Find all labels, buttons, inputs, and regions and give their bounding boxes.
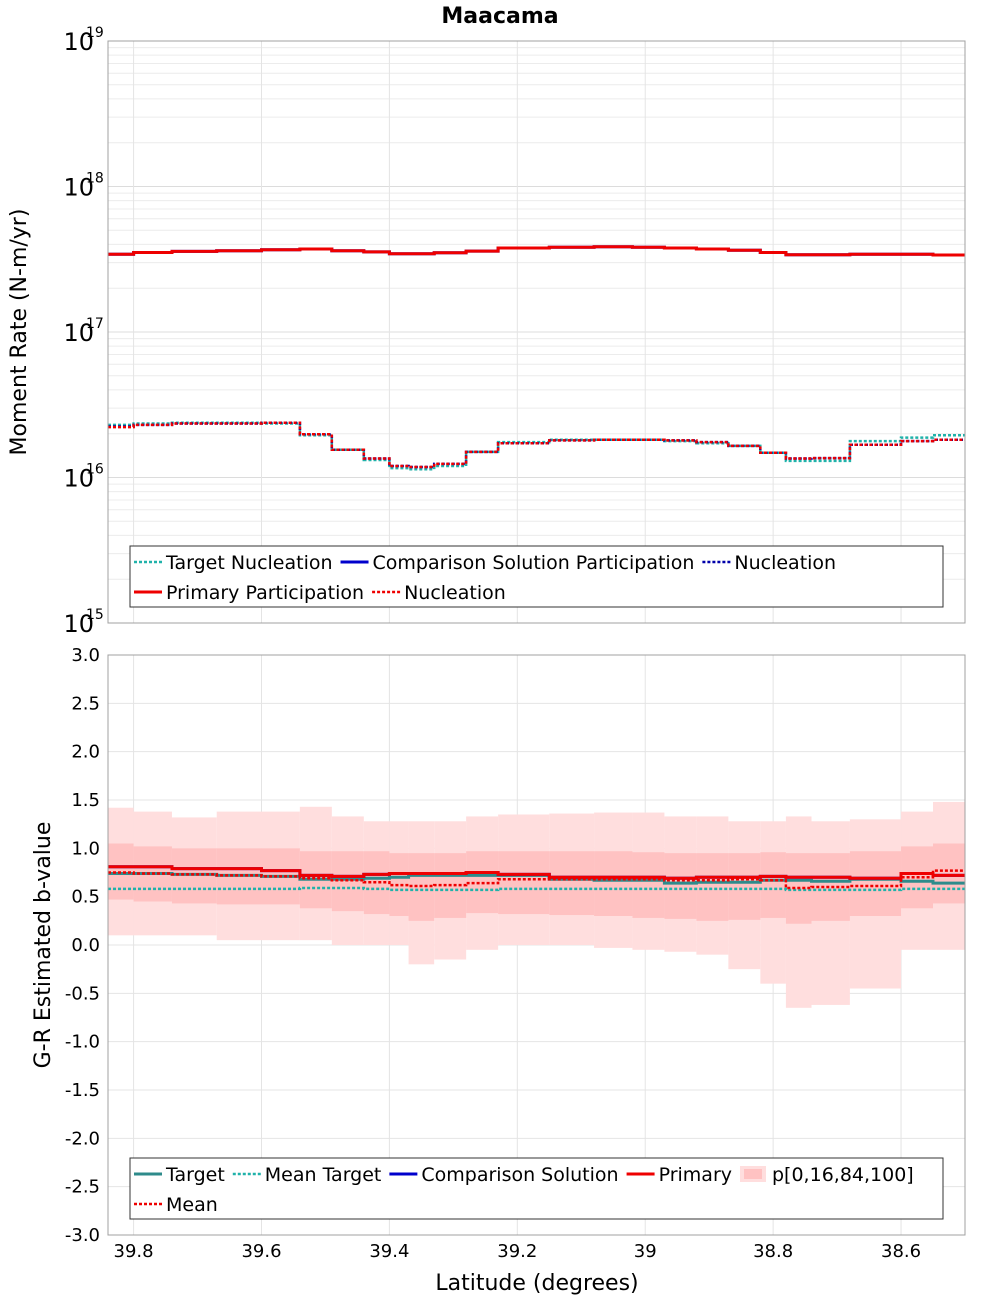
y-tick-exponent: 17 <box>86 316 104 332</box>
x-tick-label: 39.4 <box>369 1241 409 1262</box>
bottom-y-axis-label: G-R Estimated b-value <box>31 822 56 1069</box>
y-tick-label: 2.0 <box>71 742 100 763</box>
x-tick-label: 38.6 <box>881 1241 921 1262</box>
series-primary <box>108 865 965 880</box>
series-primary-participation <box>108 245 965 257</box>
inner-band-bin <box>549 851 595 916</box>
inner-band-bin <box>389 853 409 916</box>
y-tick-exponent: 15 <box>86 607 104 623</box>
inner-band-bin <box>933 843 965 904</box>
legend-box <box>129 1157 944 1220</box>
y-tick-label: 1.5 <box>71 790 100 811</box>
legend-label: Primary <box>659 1164 732 1186</box>
inner-band-bin <box>632 852 665 918</box>
b-value-panel: 3.0 2.5 2.0 1.5 1.0 0.5 0.0 -0.5 -1.0 -1.5 -2.0 -2.… <box>65 645 966 1262</box>
y-tick-label: -2.0 <box>65 1128 100 1149</box>
inner-band-bin <box>594 851 633 916</box>
y-tick-label: 10 <box>63 610 94 638</box>
legend-label: p[0,16,84,100] <box>772 1164 914 1186</box>
y-tick-label: 2.5 <box>71 693 100 714</box>
y-tick-labels: 3.0 2.5 2.0 1.5 1.0 0.5 0.0 -0.5 -1.0 -1.5 -2.0 -2.… <box>65 645 100 1246</box>
inner-band-bin <box>760 852 786 918</box>
inner-band-bin <box>664 853 697 919</box>
series-lines <box>108 865 965 892</box>
y-tick-label: 10 <box>63 174 94 202</box>
y-tick-label: -0.5 <box>65 983 100 1004</box>
y-tick-label: -1.0 <box>65 1032 100 1053</box>
series-lines <box>108 245 965 471</box>
inner-band-bin <box>728 853 761 920</box>
legend-label: Primary Participation <box>166 582 364 604</box>
legend: Target Mean Target Comparison Solution Prim… <box>129 1157 944 1220</box>
plot-frame <box>107 654 966 1236</box>
y-tick-exponent: 16 <box>86 462 104 478</box>
x-tick-labels: 39.8 39.6 39.4 39.2 39 38.8 38.6 <box>114 1241 922 1262</box>
series-nucleation <box>108 421 965 469</box>
y-tick-label: 0.0 <box>71 935 100 956</box>
legend-label: Nucleation <box>734 552 836 574</box>
inner-band-bin <box>849 851 902 916</box>
legend-swatch-inner <box>744 1169 762 1179</box>
y-tick-label: 1.0 <box>71 838 100 859</box>
inner-band-bin <box>696 853 729 921</box>
y-tick-label: 10 <box>63 319 94 347</box>
inner-band-bin <box>498 851 550 915</box>
legend-label: Comparison Solution Participation <box>373 552 695 574</box>
x-tick-label: 39.8 <box>114 1241 154 1262</box>
series-mean <box>108 869 965 890</box>
top-y-axis-label: Moment Rate (N-m/yr) <box>7 209 32 456</box>
x-tick-label: 39 <box>634 1241 657 1262</box>
series-mean-target <box>108 886 965 892</box>
legend-label: Target Nucleation <box>165 552 333 574</box>
y-tick-label: -1.5 <box>65 1080 100 1101</box>
y-tick-label: 10 <box>63 28 94 56</box>
y-tick-label: -2.5 <box>65 1177 100 1198</box>
y-tick-exponent: 18 <box>86 171 104 187</box>
legend: Target Nucleation Comparison Solution Par… <box>129 545 944 608</box>
plot-frame <box>107 40 966 624</box>
y-tick-label: 10 <box>63 465 94 493</box>
legend-label: Target <box>165 1164 225 1186</box>
x-tick-label: 39.6 <box>241 1241 281 1262</box>
legend-label: Mean <box>166 1194 218 1216</box>
legend-label: Mean Target <box>265 1164 382 1186</box>
x-tick-label: 39.2 <box>497 1241 537 1262</box>
chart-title: Maacama <box>441 4 558 29</box>
y-tick-exponent: 19 <box>86 25 104 41</box>
y-tick-label: -3.0 <box>65 1225 100 1246</box>
x-tick-label: 38.8 <box>753 1241 793 1262</box>
percentile-bands <box>108 801 965 1008</box>
legend-label: Nucleation <box>404 582 506 604</box>
legend-label: Comparison Solution <box>421 1164 618 1186</box>
x-axis-label: Latitude (degrees) <box>435 1271 638 1296</box>
y-tick-label: 0.5 <box>71 887 100 908</box>
y-tick-label: 3.0 <box>71 645 100 666</box>
legend-box <box>129 545 944 608</box>
